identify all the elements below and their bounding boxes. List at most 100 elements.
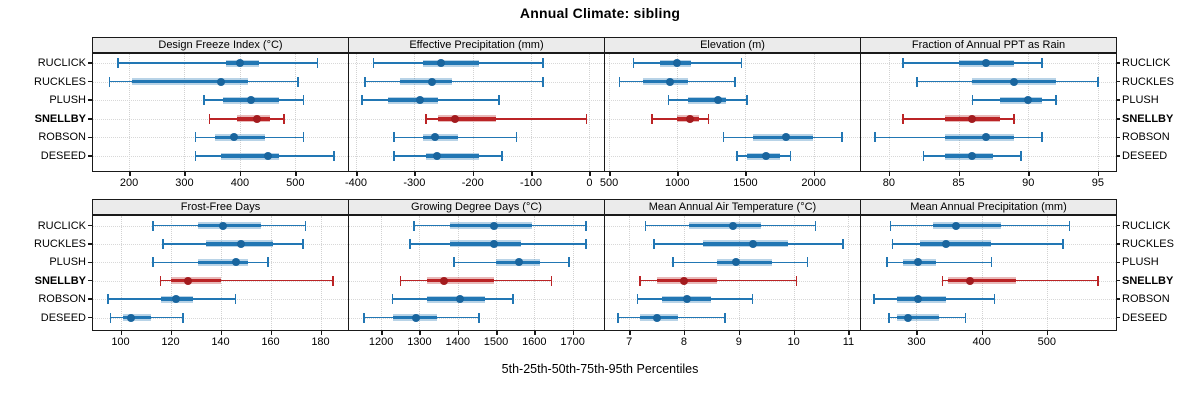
median-dot-ruclick (673, 59, 682, 67)
whisker-cap (363, 312, 365, 323)
median-dot-ruckles (1010, 77, 1019, 86)
site-label-right-robson: ROBSON (1122, 293, 1170, 306)
panel-strip-label: Frost-Free Days (180, 201, 261, 213)
v-gridline (888, 54, 890, 171)
percentiles-caption: 5th-25th-50th-75th-95th Percentiles (501, 362, 699, 376)
axis-tick-label: 1400 (445, 336, 470, 348)
whisker-cap (734, 76, 737, 87)
axis-tick (320, 331, 322, 335)
whisker-cap (902, 58, 904, 68)
v-gridline (129, 54, 131, 171)
interquartile-bar-25th-75th (220, 154, 279, 158)
axis-tick-label: 400 (230, 177, 250, 189)
whisker-cap (891, 238, 894, 249)
median-dot-robson (982, 133, 991, 142)
axis-tick-label: -400 (344, 177, 368, 189)
whisker-cap (203, 95, 205, 106)
y-axis-tick-left (88, 298, 92, 300)
median-dot-plush (231, 258, 240, 267)
site-label-right-ruclick: RUCLICK (1122, 219, 1171, 232)
axis-tick (472, 172, 475, 176)
whisker-cap (1041, 58, 1043, 68)
whisker-cap (746, 95, 748, 106)
median-dot-ruclick (219, 221, 227, 230)
interquartile-bar-25th-75th (399, 79, 453, 84)
whisker-cap (108, 76, 111, 87)
axis-tick (184, 172, 186, 176)
whisker-cap (107, 294, 109, 305)
axis-tick (793, 331, 796, 335)
v-gridline (916, 216, 918, 330)
interquartile-bar-25th-75th (944, 135, 1015, 140)
v-gridline (531, 54, 533, 171)
y-axis-tick-left (88, 62, 92, 64)
axis-tick (683, 331, 686, 335)
axis-tick (239, 172, 242, 176)
median-dot-robson (455, 295, 464, 304)
v-gridline (472, 54, 474, 171)
median-dot-ruckles (666, 77, 675, 86)
y-axis-tick-left (88, 80, 92, 83)
median-dot-ruckles (427, 77, 436, 86)
interquartile-bar-25th-75th (642, 79, 689, 84)
median-dot-ruclick (729, 221, 738, 230)
whisker-cap (208, 113, 211, 124)
panel-body-growing-degree-days-c (348, 215, 605, 331)
whisker-cap (425, 113, 427, 124)
axis-tick-label: 500 (599, 177, 619, 189)
median-dot-ruckles (216, 77, 225, 86)
median-dot-ruckles (941, 239, 950, 248)
axis-tick (629, 331, 631, 335)
site-label-right-ruckles: RUCKLES (1122, 75, 1174, 88)
v-gridline (220, 216, 222, 330)
median-dot-deseed (126, 313, 135, 322)
median-dot-robson (230, 133, 239, 142)
panel-strip-label: Mean Annual Air Temperature (°C) (648, 201, 817, 213)
median-dot-deseed (263, 152, 272, 160)
whisker-cap (501, 151, 503, 161)
whisker-cap (361, 95, 363, 106)
median-dot-plush (714, 96, 723, 105)
whisker-cap (302, 132, 305, 143)
whisker-5th-95th (887, 261, 992, 264)
axis-tick (496, 331, 498, 335)
site-label-left-ruckles: RUCKLES (34, 75, 86, 88)
whisker-cap (567, 257, 570, 268)
whisker-5th-95th (942, 279, 1098, 282)
site-label-left-deseed: DESEED (40, 311, 86, 324)
median-dot-snellby (968, 114, 977, 123)
panel-strip-label: Elevation (m) (700, 39, 765, 51)
whisker-cap (297, 76, 299, 87)
axis-tick-label: 500 (286, 177, 305, 189)
whisker-cap (302, 238, 304, 249)
axis-tick (981, 331, 984, 335)
whisker-5th-95th (426, 118, 587, 120)
v-gridline (419, 216, 421, 330)
whisker-cap (971, 95, 974, 106)
site-label-right-robson: ROBSON (1122, 131, 1170, 144)
panel-strip-label: Effective Precipitation (mm) (409, 39, 544, 51)
axis-tick-label: 0 (586, 177, 593, 189)
v-gridline (848, 216, 850, 330)
whisker-cap (789, 151, 792, 161)
median-dot-snellby (252, 114, 261, 123)
median-dot-plush (914, 258, 923, 267)
whisker-cap (651, 113, 653, 124)
whisker-cap (498, 95, 500, 106)
whisker-cap (736, 151, 739, 161)
interquartile-bar-25th-75th (689, 223, 761, 228)
panel-body-effective-precipitation-mm (348, 53, 605, 172)
interquartile-bar-25th-75th (170, 278, 221, 283)
axis-tick-label: 2000 (801, 177, 826, 189)
axis-tick-label: 180 (311, 336, 330, 348)
v-gridline (270, 216, 272, 330)
median-dot-plush (732, 258, 741, 267)
v-gridline (170, 216, 172, 330)
panel-strip-label: Fraction of Annual PPT as Rain (911, 39, 1066, 51)
y-axis-tick-left (88, 136, 92, 139)
site-label-right-ruckles: RUCKLES (1122, 237, 1174, 250)
interquartile-bar-25th-75th (388, 98, 438, 102)
whisker-cap (409, 238, 411, 249)
v-gridline (414, 54, 416, 171)
whisker-cap (152, 220, 154, 231)
